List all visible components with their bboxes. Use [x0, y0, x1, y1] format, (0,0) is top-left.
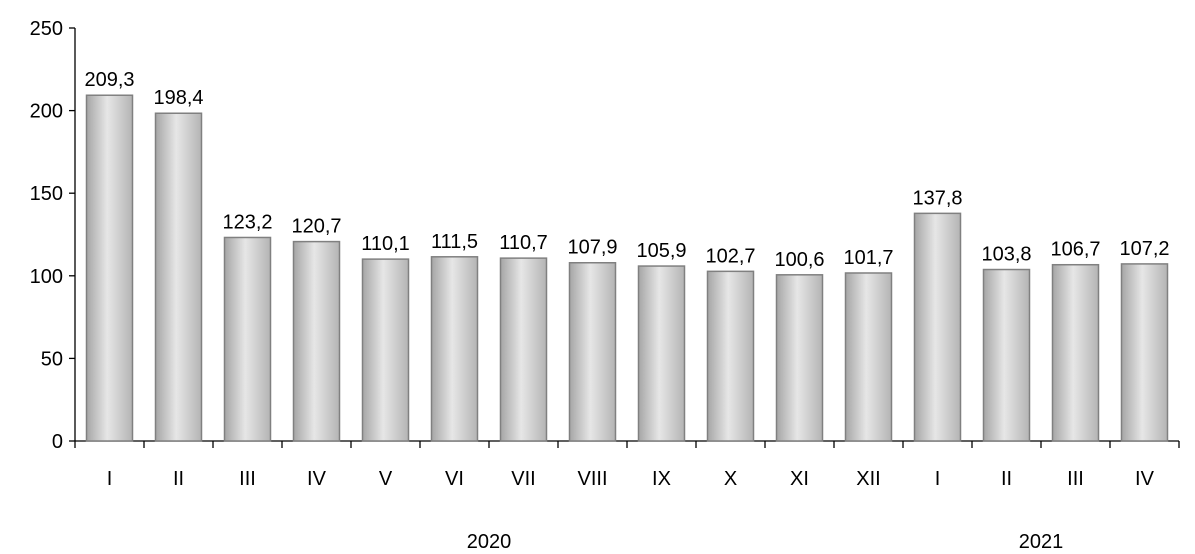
x-category-label: VII [511, 468, 535, 490]
year-group-label: 2021 [1019, 531, 1064, 553]
x-category-label: IV [307, 468, 327, 490]
data-label: 137,8 [912, 187, 962, 209]
y-tick-label: 50 [41, 348, 63, 370]
y-tick-label: 200 [30, 101, 63, 123]
y-tick-label: 150 [30, 183, 63, 205]
year-group-label: 2020 [467, 531, 512, 553]
data-label: 123,2 [222, 211, 272, 233]
x-category-label: III [1067, 468, 1084, 490]
x-category-label: I [935, 468, 941, 490]
labels-group: 209,3I198,4II123,2III120,7IV110,1V111,5V… [84, 69, 1169, 553]
x-category-label: III [239, 468, 256, 490]
data-label: 102,7 [705, 245, 755, 267]
data-label: 107,2 [1119, 238, 1169, 260]
bar [637, 265, 686, 442]
x-category-label: X [724, 468, 737, 490]
x-category-label: I [107, 468, 113, 490]
data-label: 103,8 [981, 244, 1031, 266]
data-label: 107,9 [567, 237, 617, 259]
y-tick-label: 100 [30, 266, 63, 288]
bar [913, 212, 962, 442]
bar [568, 261, 617, 442]
bar [430, 256, 479, 442]
bar [844, 272, 893, 442]
data-label: 105,9 [636, 240, 686, 262]
x-category-label: VIII [577, 468, 607, 490]
y-tick-label: 250 [30, 18, 63, 40]
bar [223, 236, 272, 442]
bar [1051, 263, 1100, 442]
x-category-label: IV [1135, 468, 1155, 490]
x-category-label: II [173, 468, 184, 490]
x-category-label: IX [652, 468, 671, 490]
bars-group [85, 94, 1169, 442]
data-label: 101,7 [843, 247, 893, 269]
bar [85, 94, 134, 442]
data-label: 100,6 [774, 249, 824, 271]
x-category-label: XI [790, 468, 809, 490]
bar [292, 240, 341, 442]
data-label: 209,3 [84, 69, 134, 91]
bar [361, 258, 410, 442]
data-label: 106,7 [1050, 239, 1100, 261]
x-category-label: II [1001, 468, 1012, 490]
data-label: 110,1 [361, 233, 410, 255]
bar [1120, 263, 1169, 442]
y-tick-label: 0 [52, 431, 63, 453]
bar [706, 270, 755, 442]
x-category-label: V [379, 468, 393, 490]
bar [154, 112, 203, 442]
x-category-label: XII [856, 468, 880, 490]
data-label: 110,7 [499, 232, 548, 254]
data-label: 120,7 [291, 216, 341, 238]
bar [499, 257, 548, 442]
data-label: 111,5 [431, 231, 478, 253]
bar [982, 268, 1031, 442]
data-label: 198,4 [153, 87, 203, 109]
bar [775, 274, 824, 442]
x-category-label: VI [445, 468, 464, 490]
